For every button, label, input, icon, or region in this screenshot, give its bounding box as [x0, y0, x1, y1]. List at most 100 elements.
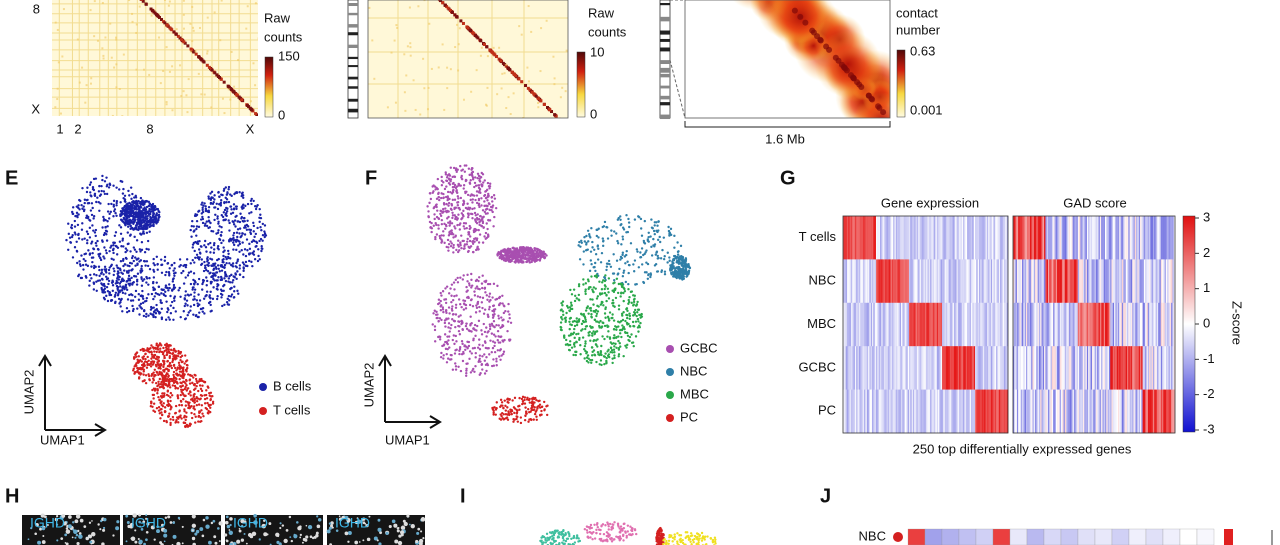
cell-dot — [447, 322, 451, 325]
cell-dot — [458, 325, 461, 328]
diagonal-cell — [492, 52, 496, 56]
cell-dot — [236, 260, 239, 263]
cell-dot — [620, 256, 624, 260]
cell-dot — [261, 233, 265, 237]
cell-dot — [167, 289, 170, 292]
cell-dot — [108, 249, 111, 253]
cell-dot — [152, 402, 156, 405]
cell-dot — [112, 273, 115, 277]
cell-dot — [460, 169, 463, 172]
cell-dot — [427, 215, 430, 218]
cell-dot — [191, 258, 194, 262]
contact-cell — [131, 12, 134, 15]
cell-dot — [596, 258, 600, 261]
cell-dot — [122, 187, 125, 191]
cell-dot — [531, 258, 535, 262]
diagonal-cell — [144, 2, 148, 6]
band — [660, 16, 670, 22]
diagonal-cell — [446, 6, 450, 10]
cell-dot — [537, 252, 540, 255]
cell-dot — [639, 227, 643, 230]
cell-dot — [232, 275, 235, 278]
diagonal-cell — [245, 103, 249, 107]
diagonal-cell — [141, 0, 145, 3]
cell-dot — [483, 194, 486, 198]
cell-dot — [478, 305, 481, 309]
cell-dot — [238, 232, 241, 235]
cell-dot — [122, 217, 126, 221]
cell-dot — [258, 207, 261, 211]
cell-dot — [462, 187, 465, 190]
cell-dot — [146, 362, 149, 366]
contact-cell — [122, 53, 125, 56]
diagonal-cell — [172, 30, 176, 34]
cell-dot — [189, 309, 192, 312]
cell-dot — [141, 289, 144, 293]
contact-cell — [456, 23, 459, 26]
contact-cell — [182, 13, 185, 16]
cell-dot — [523, 249, 526, 252]
contact-cell — [479, 54, 482, 57]
cell-dot — [113, 269, 116, 273]
cell-dot — [452, 281, 456, 284]
cell-dot — [172, 272, 176, 275]
diagonal-cell — [205, 63, 209, 67]
cell-dot — [94, 234, 97, 238]
cell-dot — [474, 356, 477, 359]
cell-dot — [103, 291, 107, 294]
diagonal-cell — [237, 95, 241, 99]
cell-dot — [221, 260, 224, 264]
cell-dot — [232, 207, 236, 210]
cell-dot — [437, 196, 441, 199]
cell-dot — [483, 200, 486, 203]
cell-dot — [486, 181, 490, 185]
cell-dot — [202, 204, 205, 207]
cell-dot — [492, 194, 496, 197]
cell-dot — [198, 378, 201, 381]
cell-dot — [242, 196, 245, 199]
cell-dot — [439, 335, 442, 339]
cell-dot — [73, 225, 77, 228]
cell-dot — [501, 302, 504, 305]
cell-dot — [585, 243, 588, 246]
cell-dot — [77, 237, 81, 240]
cell-dot — [488, 323, 492, 326]
cell-dot — [201, 384, 204, 387]
cell-dot — [137, 367, 140, 371]
cell-dot — [132, 367, 135, 370]
contact-cell — [419, 113, 422, 116]
cell-dot — [450, 204, 454, 207]
cell-dot — [104, 275, 108, 279]
cell-dot — [440, 218, 444, 222]
cell-dot — [80, 254, 83, 257]
cell-dot — [104, 218, 107, 222]
cell-dot — [174, 404, 178, 408]
cell-dot — [252, 224, 256, 228]
cell-dot — [211, 264, 215, 267]
cell-dot — [223, 303, 226, 306]
diagonal-cell — [182, 40, 186, 44]
cell-dot — [462, 350, 465, 354]
cell-dot — [108, 293, 111, 297]
cell-dot — [512, 253, 516, 257]
cell-dot — [211, 196, 214, 200]
cell-dot — [195, 397, 198, 400]
contact-cell — [246, 5, 249, 8]
cell-dot — [140, 269, 144, 272]
cell-dot — [450, 232, 453, 236]
cell-dot — [147, 248, 150, 251]
diagonal-cell — [455, 15, 459, 19]
cell-dot — [200, 212, 203, 215]
cell-dot — [230, 194, 233, 198]
cell-dot — [159, 401, 162, 405]
cell-dot — [206, 263, 209, 267]
cell-dot — [471, 207, 474, 211]
contact-cell — [76, 38, 79, 41]
cell-dot — [451, 216, 454, 220]
cell-dot — [105, 239, 109, 242]
cell-dot — [200, 258, 204, 261]
diagonal-cell — [534, 94, 538, 98]
cell-dot — [492, 320, 496, 323]
cell-dot — [238, 227, 242, 230]
cell-dot — [100, 189, 103, 193]
